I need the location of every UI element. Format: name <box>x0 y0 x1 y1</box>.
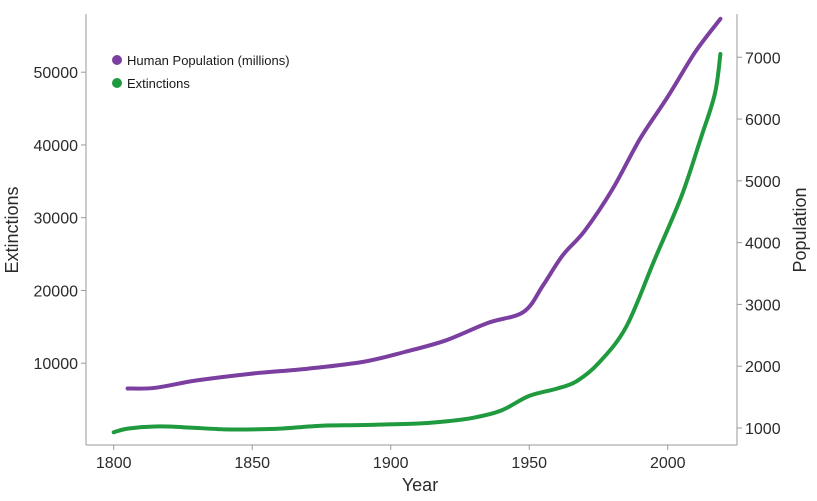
x-axis-title: Year <box>402 475 438 495</box>
ticks: 1800 1850 1900 1950 2000 10000 20000 30000 40000… <box>34 50 781 472</box>
left-y-axis-title: Extinctions <box>2 186 22 273</box>
left-y-tick-label: 30000 <box>34 211 79 228</box>
right-y-tick-label: 1000 <box>745 421 781 438</box>
left-y-tick-label: 20000 <box>34 283 79 300</box>
right-y-axis-title: Population <box>790 187 810 272</box>
legend-label-population: Human Population (millions) <box>127 53 290 68</box>
right-y-tick-label: 2000 <box>745 359 781 376</box>
series-line-extinctions <box>111 52 723 435</box>
x-tick-label: 1850 <box>234 455 270 472</box>
x-tick-label: 1900 <box>373 455 409 472</box>
legend-marker-extinctions <box>112 78 122 88</box>
series <box>111 16 723 435</box>
legend-marker-population <box>112 55 122 65</box>
left-y-tick-label: 10000 <box>34 356 79 373</box>
x-tick-label: 1950 <box>511 455 547 472</box>
axis-titles: Year Extinctions Population <box>2 186 810 495</box>
right-y-tick-label: 6000 <box>745 112 781 129</box>
left-y-tick-label: 40000 <box>34 138 79 155</box>
right-y-tick-label: 5000 <box>745 174 781 191</box>
right-y-tick-label: 4000 <box>745 236 781 253</box>
axes <box>85 14 738 446</box>
x-tick-label: 1800 <box>96 455 132 472</box>
right-y-tick-label: 7000 <box>745 50 781 67</box>
left-y-tick-label: 50000 <box>34 65 79 82</box>
legend-label-extinctions: Extinctions <box>127 76 190 91</box>
x-tick-label: 2000 <box>650 455 686 472</box>
legend: Human Population (millions) Extinctions <box>112 53 290 91</box>
right-y-tick-label: 3000 <box>745 297 781 314</box>
series-line-human-population-millions <box>125 16 723 391</box>
